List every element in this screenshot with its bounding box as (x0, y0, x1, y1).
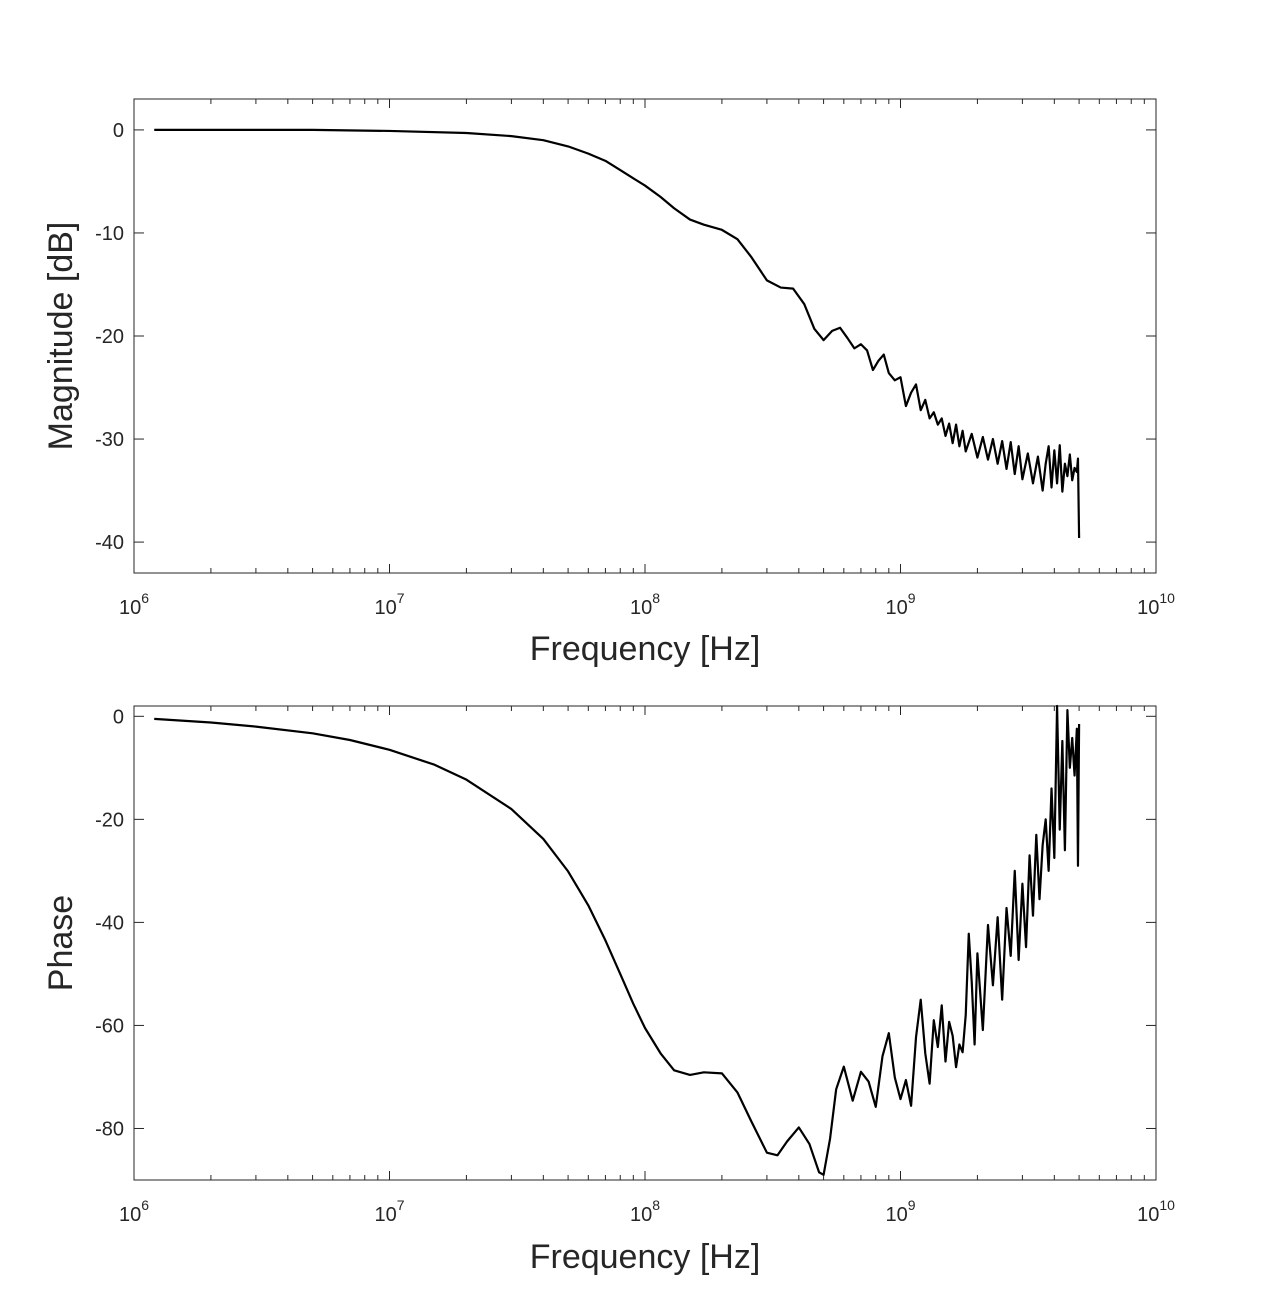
tick-base: 10 (374, 597, 396, 619)
tick-exponent: 6 (141, 1197, 149, 1213)
magnitude-y-tick-label: -10 (95, 223, 124, 245)
magnitude-series-line (154, 128, 1081, 538)
magnitude-y-tick-label: 0 (113, 120, 124, 142)
magnitude-y-tick-label: -30 (95, 429, 124, 451)
tick-base: 10 (630, 597, 652, 619)
phase-x-tick-label: 1010 (1137, 1197, 1175, 1226)
tick-exponent: 8 (652, 590, 660, 606)
phase-x-tick-label: 109 (885, 1197, 915, 1226)
tick-exponent: 7 (397, 590, 405, 606)
tick-exponent: 6 (141, 590, 149, 606)
magnitude-y-axis-title: Magnitude [dB] (42, 222, 80, 451)
tick-exponent: 7 (397, 1197, 405, 1213)
phase-x-tick-label: 108 (630, 1197, 660, 1226)
magnitude-x-tick-label: 108 (630, 590, 660, 619)
tick-base: 10 (885, 1204, 907, 1226)
phase-series-line (154, 704, 1081, 1176)
phase-y-tick-label: 0 (113, 706, 124, 728)
phase-y-tick-label: -20 (95, 809, 124, 831)
magnitude-x-tick-label: 107 (374, 590, 404, 619)
tick-exponent: 10 (1159, 590, 1175, 606)
phase-y-tick-label: -40 (95, 912, 124, 934)
tick-base: 10 (630, 1204, 652, 1226)
magnitude-x-tick-label: 109 (885, 590, 915, 619)
phase-x-axis-title: Frequency [Hz] (530, 1238, 761, 1276)
tick-exponent: 10 (1159, 1197, 1175, 1213)
tick-base: 10 (119, 1204, 141, 1226)
phase-x-tick-label: 106 (119, 1197, 149, 1226)
magnitude-x-axis-title: Frequency [Hz] (530, 630, 761, 668)
tick-base: 10 (885, 597, 907, 619)
magnitude-x-tick-label: 106 (119, 590, 149, 619)
tick-exponent: 9 (908, 590, 916, 606)
tick-base: 10 (1137, 1204, 1159, 1226)
magnitude-y-tick-label: -20 (95, 326, 124, 348)
tick-base: 10 (1137, 597, 1159, 619)
tick-exponent: 8 (652, 1197, 660, 1213)
magnitude-x-tick-label: 1010 (1137, 590, 1175, 619)
tick-base: 10 (374, 1204, 396, 1226)
magnitude-y-tick-label: -40 (95, 532, 124, 554)
phase-y-tick-label: -80 (95, 1118, 124, 1140)
tick-exponent: 9 (908, 1197, 916, 1213)
tick-base: 10 (119, 597, 141, 619)
phase-x-tick-label: 107 (374, 1197, 404, 1226)
phase-y-tick-label: -60 (95, 1015, 124, 1037)
phase-y-axis-title: Phase (42, 895, 80, 991)
